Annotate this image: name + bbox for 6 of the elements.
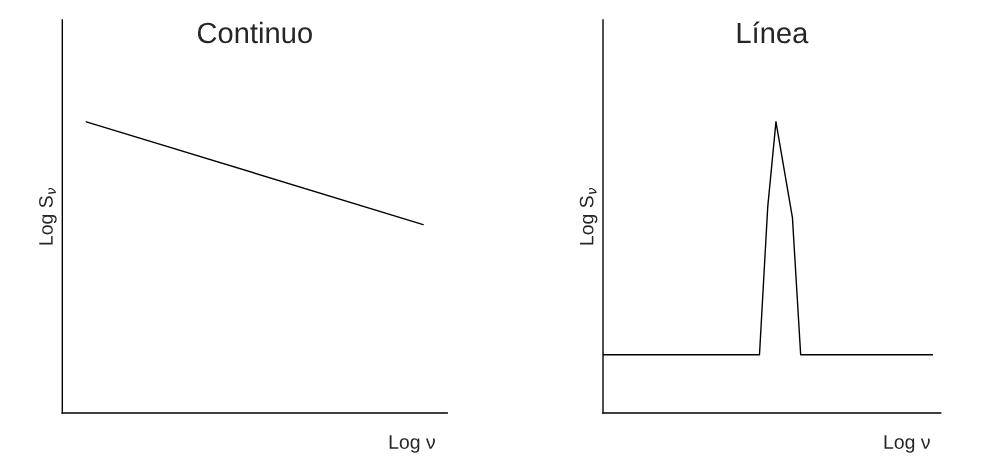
chart-title: Continuo xyxy=(197,21,312,44)
y-axis-title: Log S$_{ν}$ xyxy=(39,187,57,245)
x-axis-title: Log ν xyxy=(884,435,930,453)
x-axis-title: Log ν xyxy=(389,435,435,453)
y-axis-title: Log S$_{ν}$ xyxy=(579,187,598,245)
chart-title: Línea xyxy=(737,21,809,44)
